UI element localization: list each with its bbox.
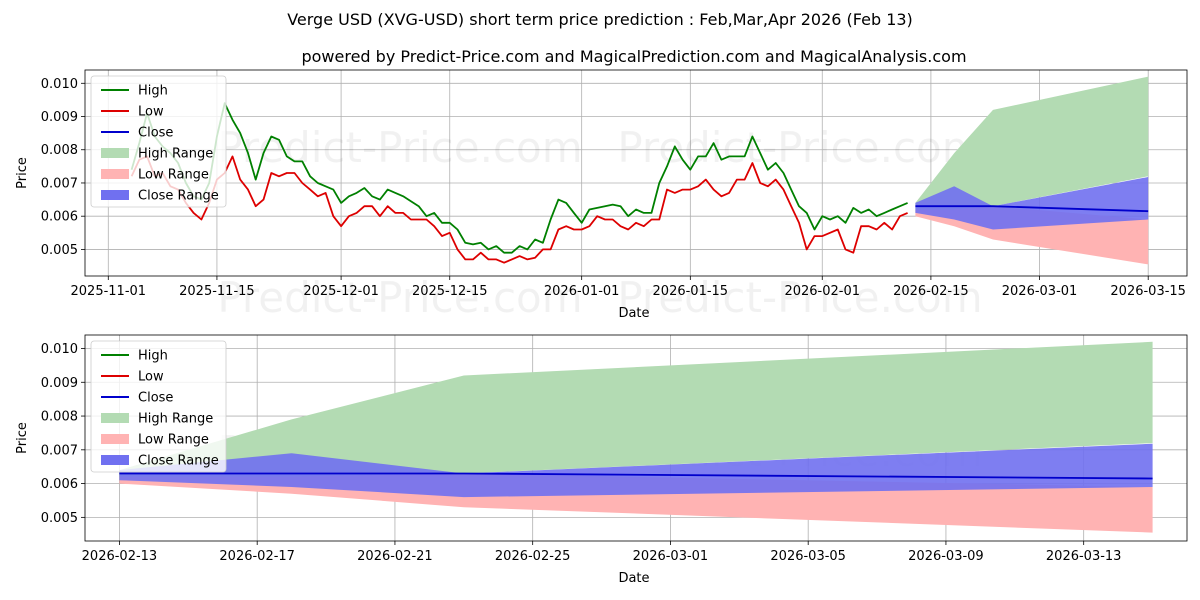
bottom-forecast-ranges: [119, 341, 1153, 533]
legend-label: Close: [138, 126, 173, 141]
x-tick-label: 2026-02-17: [219, 549, 295, 564]
legend-swatch: [101, 455, 129, 465]
high-range-band: [119, 341, 1153, 481]
x-tick-label: 2026-03-13: [1046, 549, 1122, 564]
y-tick-label: 0.009: [41, 376, 78, 391]
legend-label: Low Range: [138, 168, 209, 183]
legend-label: High Range: [138, 412, 213, 427]
y-tick-label: 0.010: [41, 342, 78, 357]
legend-swatch: [101, 190, 129, 200]
watermark: Predict-Price.com: [217, 123, 582, 172]
legend-label: Close Range: [138, 189, 219, 204]
y-tick-label: 0.006: [41, 477, 78, 492]
y-tick-label: 0.005: [41, 243, 78, 258]
legend-swatch: [101, 148, 129, 158]
watermark: Predict-Price.com: [617, 273, 982, 322]
top-axis-ticks: 2025-11-01 2025-11-15 2025-12-01 2025-12-15…: [41, 77, 1186, 299]
y-tick-label: 0.008: [41, 410, 78, 425]
top-plot-frame: [84, 69, 1188, 277]
bottom-y-axis-label: Price: [15, 422, 30, 454]
legend-label: Close: [138, 391, 173, 406]
x-tick-label: 2026-03-15: [1110, 284, 1186, 299]
close-range-band: [915, 177, 1149, 230]
top-forecast-ranges: [915, 76, 1149, 265]
legend-label: High Range: [138, 147, 213, 162]
bottom-plot-frame: [84, 334, 1188, 542]
top-y-axis-label: Price: [15, 157, 30, 189]
x-tick-label: 2025-11-01: [71, 284, 147, 299]
x-tick-label: 2026-03-05: [770, 549, 846, 564]
low-line: [130, 155, 908, 264]
y-tick-label: 0.006: [41, 210, 78, 225]
x-tick-label: 2026-03-01: [1002, 284, 1078, 299]
close-line: [119, 472, 1153, 480]
legend-label: Low Range: [138, 433, 209, 448]
legend-label: High: [138, 349, 168, 364]
x-tick-label: 2026-02-21: [357, 549, 433, 564]
x-tick-label: 2025-11-15: [179, 284, 255, 299]
x-tick-label: 2026-01-01: [544, 284, 620, 299]
x-tick-label: 2026-03-01: [633, 549, 709, 564]
x-tick-label: 2025-12-15: [412, 284, 488, 299]
legend-swatch: [101, 434, 129, 444]
y-tick-label: 0.010: [41, 77, 78, 92]
chart-subtitle: powered by Predict-Price.com and Magical…: [301, 47, 966, 66]
chart-title: Verge USD (XVG-USD) short term price pre…: [287, 10, 913, 29]
bottom-panel: Predict-Price.com Predict-Price.com 2026…: [15, 334, 1188, 586]
bottom-axis-ticks: 2026-02-13 2026-02-17 2026-02-21 2026-02-25…: [41, 342, 1122, 564]
x-tick-label: 2026-02-25: [495, 549, 571, 564]
top-legend: High Low Close High Range Low Range Close Ran…: [90, 75, 227, 208]
y-tick-label: 0.009: [41, 110, 78, 125]
bottom-legend: High Low Close High Range Low Range Close Ran…: [90, 340, 227, 473]
high-range-band: [915, 76, 1149, 213]
y-tick-label: 0.008: [41, 143, 78, 158]
x-tick-label: 2026-02-01: [784, 284, 860, 299]
legend-label: Close Range: [138, 454, 219, 469]
x-tick-label: 2026-01-15: [653, 284, 729, 299]
close-line: [915, 205, 1149, 213]
y-tick-label: 0.007: [41, 176, 78, 191]
legend-swatch: [101, 413, 129, 423]
top-price-lines: [130, 102, 1149, 264]
high-line: [130, 102, 908, 254]
x-tick-label: 2026-03-09: [908, 549, 984, 564]
bottom-x-axis-label: Date: [618, 571, 649, 586]
close-range-band: [119, 443, 1153, 498]
y-tick-label: 0.005: [41, 511, 78, 526]
top-panel: Predict-Price.com Predict-Price.com Pred…: [15, 69, 1188, 322]
bottom-price-lines: [119, 472, 1153, 480]
y-tick-label: 0.007: [41, 443, 78, 458]
legend-label: Low: [138, 370, 164, 385]
x-tick-label: 2026-02-13: [82, 549, 158, 564]
top-x-axis-label: Date: [618, 306, 649, 321]
x-tick-label: 2025-12-01: [303, 284, 379, 299]
x-tick-label: 2026-02-15: [893, 284, 969, 299]
watermark: Predict-Price.com: [217, 273, 582, 322]
legend-label: High: [138, 84, 168, 99]
watermark: Predict-Price.com: [617, 123, 982, 172]
legend-label: Low: [138, 105, 164, 120]
legend-swatch: [101, 169, 129, 179]
